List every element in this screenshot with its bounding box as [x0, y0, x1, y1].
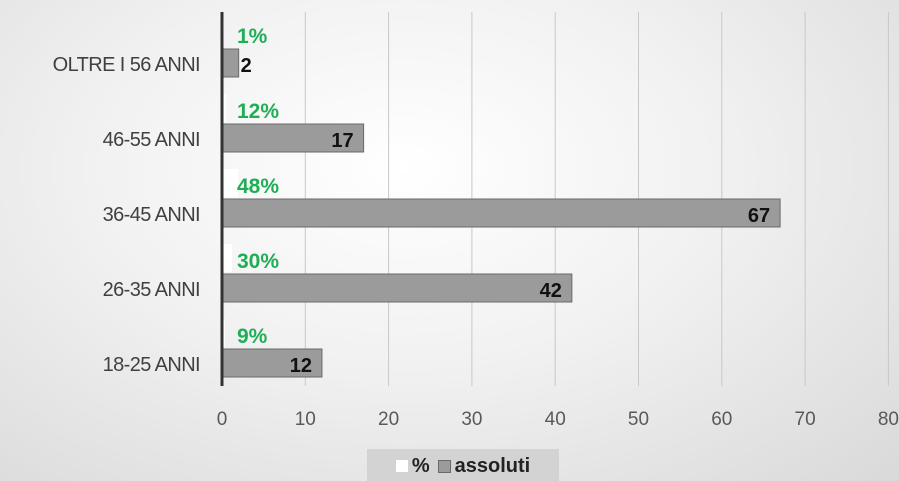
data-label-abs-3: 42 — [540, 280, 562, 302]
bar-abs-0 — [221, 48, 240, 78]
legend-swatch-pct — [395, 460, 408, 472]
category-label-4: 18-25 ANNI — [103, 354, 200, 376]
data-label-abs-4: 12 — [290, 355, 312, 377]
category-label-0: OLTRE I 56 ANNI — [53, 54, 200, 76]
x-tick-label-80: 80 — [878, 409, 899, 430]
x-tick-label-20: 20 — [378, 409, 399, 430]
category-label-2: 36-45 ANNI — [103, 204, 200, 226]
bar-abs-3 — [221, 273, 573, 303]
bar-pct-2 — [222, 169, 238, 197]
category-label-1: 46-55 ANNI — [103, 129, 200, 151]
bar-pct-3 — [222, 244, 232, 272]
x-tick-label-30: 30 — [461, 409, 482, 430]
data-label-abs-0: 2 — [241, 55, 252, 77]
bars — [221, 19, 781, 378]
data-label-pct-4: 9% — [237, 325, 268, 348]
x-tick-label-70: 70 — [795, 409, 816, 430]
data-label-pct-3: 30% — [237, 250, 279, 273]
axes: 0 10 20 30 40 50 60 70 80 — [217, 12, 899, 430]
x-tick-label-50: 50 — [628, 409, 649, 430]
data-label-abs-2: 67 — [748, 205, 770, 227]
data-label-pct-0: 1% — [237, 25, 268, 48]
x-tick-label-10: 10 — [295, 409, 316, 430]
x-tick-label-60: 60 — [711, 409, 732, 430]
legend-item-abs: assoluti — [437, 454, 531, 478]
x-tick-label-0: 0 — [217, 409, 228, 430]
bar-abs-2 — [221, 198, 781, 228]
legend: % assoluti — [367, 453, 559, 479]
bar-abs-1 — [221, 123, 365, 153]
legend-label-abs: assoluti — [454, 454, 531, 477]
category-label-3: 26-35 ANNI — [103, 279, 200, 301]
legend-item-pct: % — [395, 454, 430, 478]
labels: OLTRE I 56 ANNI 1% 2 46-55 ANNI 12% 17 36-45 A… — [53, 25, 770, 377]
legend-swatch-abs — [437, 459, 451, 473]
data-label-pct-1: 12% — [237, 100, 279, 123]
data-label-abs-1: 17 — [331, 130, 353, 152]
data-label-pct-2: 48% — [237, 175, 279, 198]
x-tick-label-40: 40 — [545, 409, 566, 430]
legend-label-pct: % — [411, 454, 430, 477]
bar-pct-1 — [222, 94, 226, 122]
